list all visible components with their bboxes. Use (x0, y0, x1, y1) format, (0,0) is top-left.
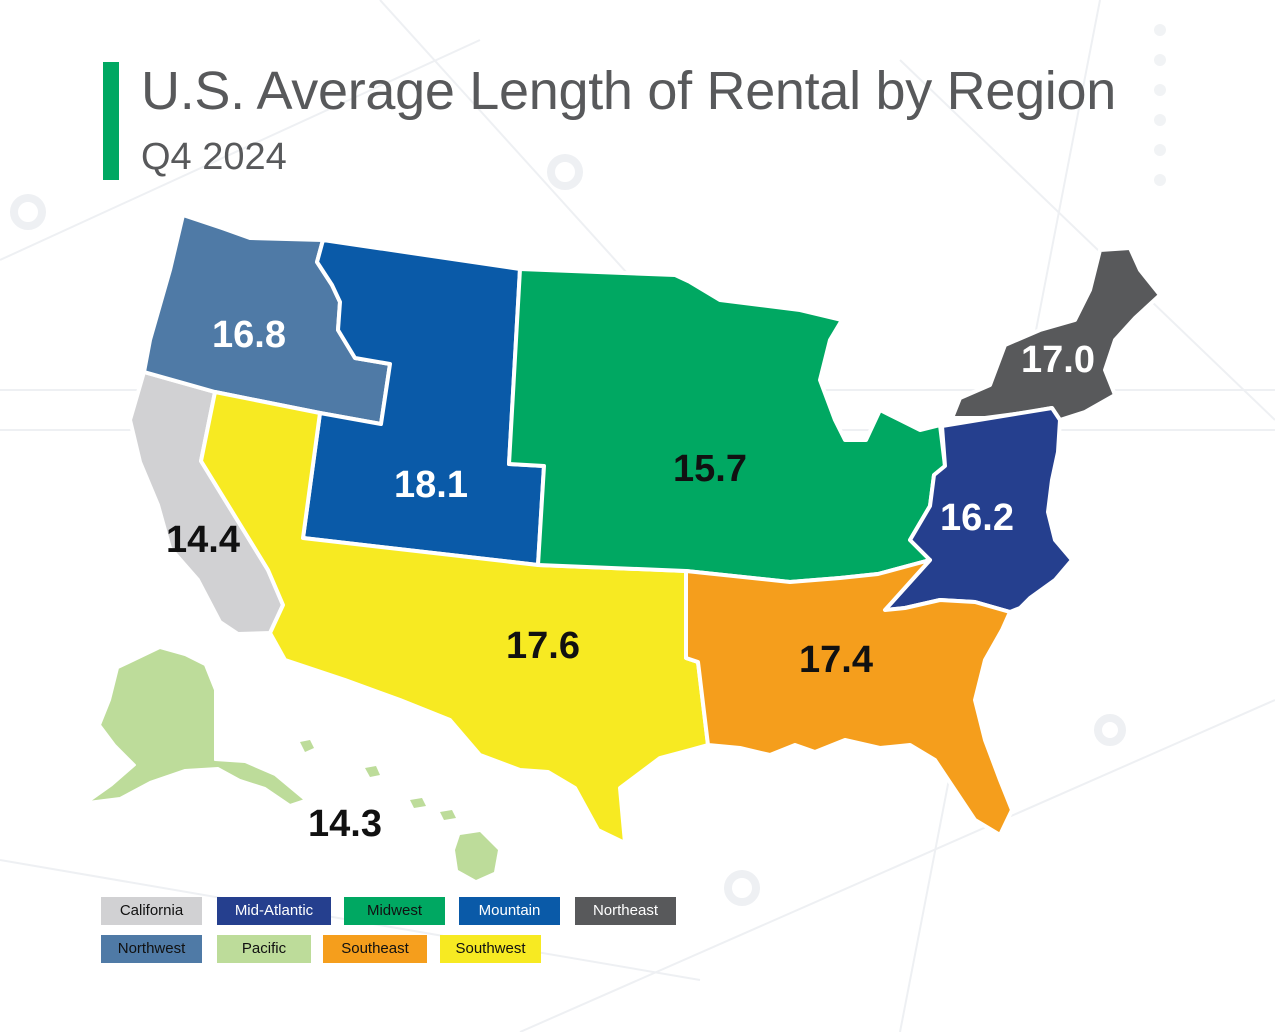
region-northeast[interactable] (950, 246, 1162, 422)
title-accent-bar (103, 62, 119, 180)
region-pacific-alaska[interactable] (87, 647, 306, 806)
legend-item-southwest: Southwest (440, 935, 541, 963)
value-mid-atlantic: 16.2 (940, 497, 1014, 539)
value-northwest: 16.8 (212, 314, 286, 356)
region-mid-atlantic[interactable] (883, 406, 1074, 614)
value-southeast: 17.4 (799, 639, 873, 681)
page-subtitle: Q4 2024 (141, 136, 287, 178)
page-title: U.S. Average Length of Rental by Region (141, 61, 1116, 121)
map-legend: California Mid-Atlantic Midwest Mountain… (101, 897, 701, 967)
region-pacific-hawaii[interactable] (300, 740, 498, 880)
legend-item-california: California (101, 897, 202, 925)
value-mountain: 18.1 (394, 464, 468, 506)
legend-item-northeast: Northeast (575, 897, 676, 925)
value-northeast: 17.0 (1021, 339, 1095, 381)
region-midwest[interactable] (507, 267, 947, 584)
legend-item-pacific: Pacific (217, 935, 311, 963)
legend-item-northwest: Northwest (101, 935, 202, 963)
legend-item-mid-atlantic: Mid-Atlantic (217, 897, 331, 925)
legend-item-mountain: Mountain (459, 897, 560, 925)
value-midwest: 15.7 (673, 448, 747, 490)
value-pacific: 14.3 (308, 803, 382, 845)
value-california: 14.4 (166, 519, 240, 561)
region-southeast[interactable] (684, 558, 1014, 837)
value-southwest: 17.6 (506, 625, 580, 667)
legend-item-midwest: Midwest (344, 897, 445, 925)
legend-item-southeast: Southeast (323, 935, 427, 963)
